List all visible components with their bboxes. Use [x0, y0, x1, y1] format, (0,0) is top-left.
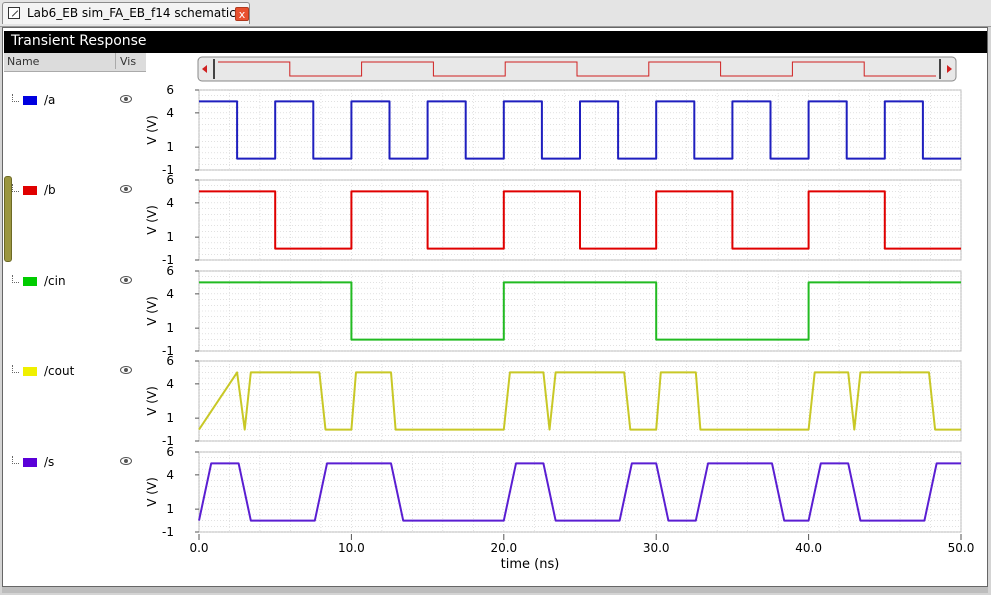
signal-name: /cout [44, 364, 75, 378]
column-vis[interactable]: Vis [115, 53, 136, 69]
y-tick-label: -1 [162, 525, 174, 539]
x-tick-label: 20.0 [490, 541, 517, 555]
y-tick-label: 6 [166, 445, 174, 459]
x-tick-label: 50.0 [948, 541, 975, 555]
y-tick-label: 4 [166, 377, 174, 391]
waveform-trace [198, 462, 961, 522]
signal-list-header: Name Vis [4, 53, 146, 72]
signal-name: /a [44, 93, 56, 107]
y-axis-label: V (V) [146, 115, 159, 145]
tab-schematic[interactable]: Lab6_EB sim_FA_EB_f14 schematic x [2, 2, 250, 24]
color-swatch [23, 277, 37, 286]
y-axis-label: V (V) [146, 386, 159, 416]
tree-connector [12, 275, 19, 283]
signal-name: /cin [44, 274, 66, 288]
tree-connector [12, 456, 19, 464]
y-axis-label: V (V) [146, 296, 159, 326]
y-tick-label: 1 [166, 502, 174, 516]
overview-trace [218, 61, 936, 77]
tree-connector [12, 184, 19, 192]
y-tick-label: 1 [166, 321, 174, 335]
y-tick-label: 4 [166, 468, 174, 482]
y-axis-label: V (V) [146, 205, 159, 235]
signal-list: Name Vis /a /b /cin /cout /s [4, 53, 147, 581]
x-tick-label: 40.0 [795, 541, 822, 555]
y-tick-label: 4 [166, 287, 174, 301]
panel-title: Transient Response [11, 33, 147, 49]
status-strip [2, 587, 988, 593]
schematic-icon [8, 7, 20, 19]
color-swatch [23, 367, 37, 376]
waveform-trace [199, 281, 961, 341]
panel-titlebar: Transient Response [4, 31, 987, 53]
scroll-handle-left[interactable] [213, 59, 215, 79]
scroll-handle-right[interactable] [939, 59, 941, 79]
waveform-trace [199, 100, 961, 160]
tab-title: Lab6_EB sim_FA_EB_f14 schematic [27, 6, 236, 20]
signal-name: /b [44, 183, 56, 197]
signal-row-s[interactable]: /s [4, 455, 146, 471]
signal-row-a[interactable]: /a [4, 93, 146, 109]
y-tick-label: 1 [166, 230, 174, 244]
y-axis-label: V (V) [146, 477, 159, 507]
visibility-eye-icon[interactable] [120, 95, 132, 103]
visibility-eye-icon[interactable] [120, 185, 132, 193]
x-axis-label: time (ns) [501, 557, 560, 572]
y-tick-label: 1 [166, 411, 174, 425]
y-tick-label: -1 [162, 253, 174, 267]
y-tick-label: 6 [166, 264, 174, 278]
close-tab-icon[interactable]: x [235, 7, 249, 21]
tab-bar: Lab6_EB sim_FA_EB_f14 schematic x [0, 0, 991, 27]
tree-connector [12, 365, 19, 373]
tree-connector [12, 94, 19, 102]
column-name[interactable]: Name [7, 55, 40, 68]
visibility-eye-icon[interactable] [120, 276, 132, 284]
signal-name: /s [44, 455, 55, 469]
y-tick-label: -1 [162, 163, 174, 177]
signal-row-b[interactable]: /b [4, 183, 146, 199]
y-tick-label: -1 [162, 434, 174, 448]
x-tick-label: 10.0 [338, 541, 365, 555]
color-swatch [23, 458, 37, 467]
x-tick-label: 30.0 [643, 541, 670, 555]
y-tick-label: 6 [166, 83, 174, 97]
signal-list-scrollbar[interactable] [4, 176, 12, 262]
plot-area: 6 4 1 -1 V (V) 6 4 1 -1 V (V) 6 4 1 -1 V (V) 6 4 1 -1 V (V)… [145, 53, 987, 581]
signal-row-cin[interactable]: /cin [4, 274, 146, 290]
y-tick-label: 4 [166, 106, 174, 120]
color-swatch [23, 96, 37, 105]
scroll-left-arrow-icon[interactable] [202, 65, 207, 73]
scroll-right-arrow-icon[interactable] [947, 65, 952, 73]
visibility-eye-icon[interactable] [120, 457, 132, 465]
y-tick-label: -1 [162, 344, 174, 358]
y-tick-label: 1 [166, 140, 174, 154]
y-tick-label: 6 [166, 354, 174, 368]
signal-row-cout[interactable]: /cout [4, 364, 146, 380]
y-tick-label: 6 [166, 173, 174, 187]
visibility-eye-icon[interactable] [120, 366, 132, 374]
color-swatch [23, 186, 37, 195]
waveform-plot[interactable]: 6 4 1 -1 V (V) 6 4 1 -1 V (V) 6 4 1 -1 V (V) 6 4 1 -1 V (V)… [145, 53, 987, 581]
y-tick-label: 4 [166, 196, 174, 210]
waveform-trace [199, 190, 961, 250]
waveform-trace [198, 371, 961, 431]
x-tick-label: 0.0 [189, 541, 208, 555]
